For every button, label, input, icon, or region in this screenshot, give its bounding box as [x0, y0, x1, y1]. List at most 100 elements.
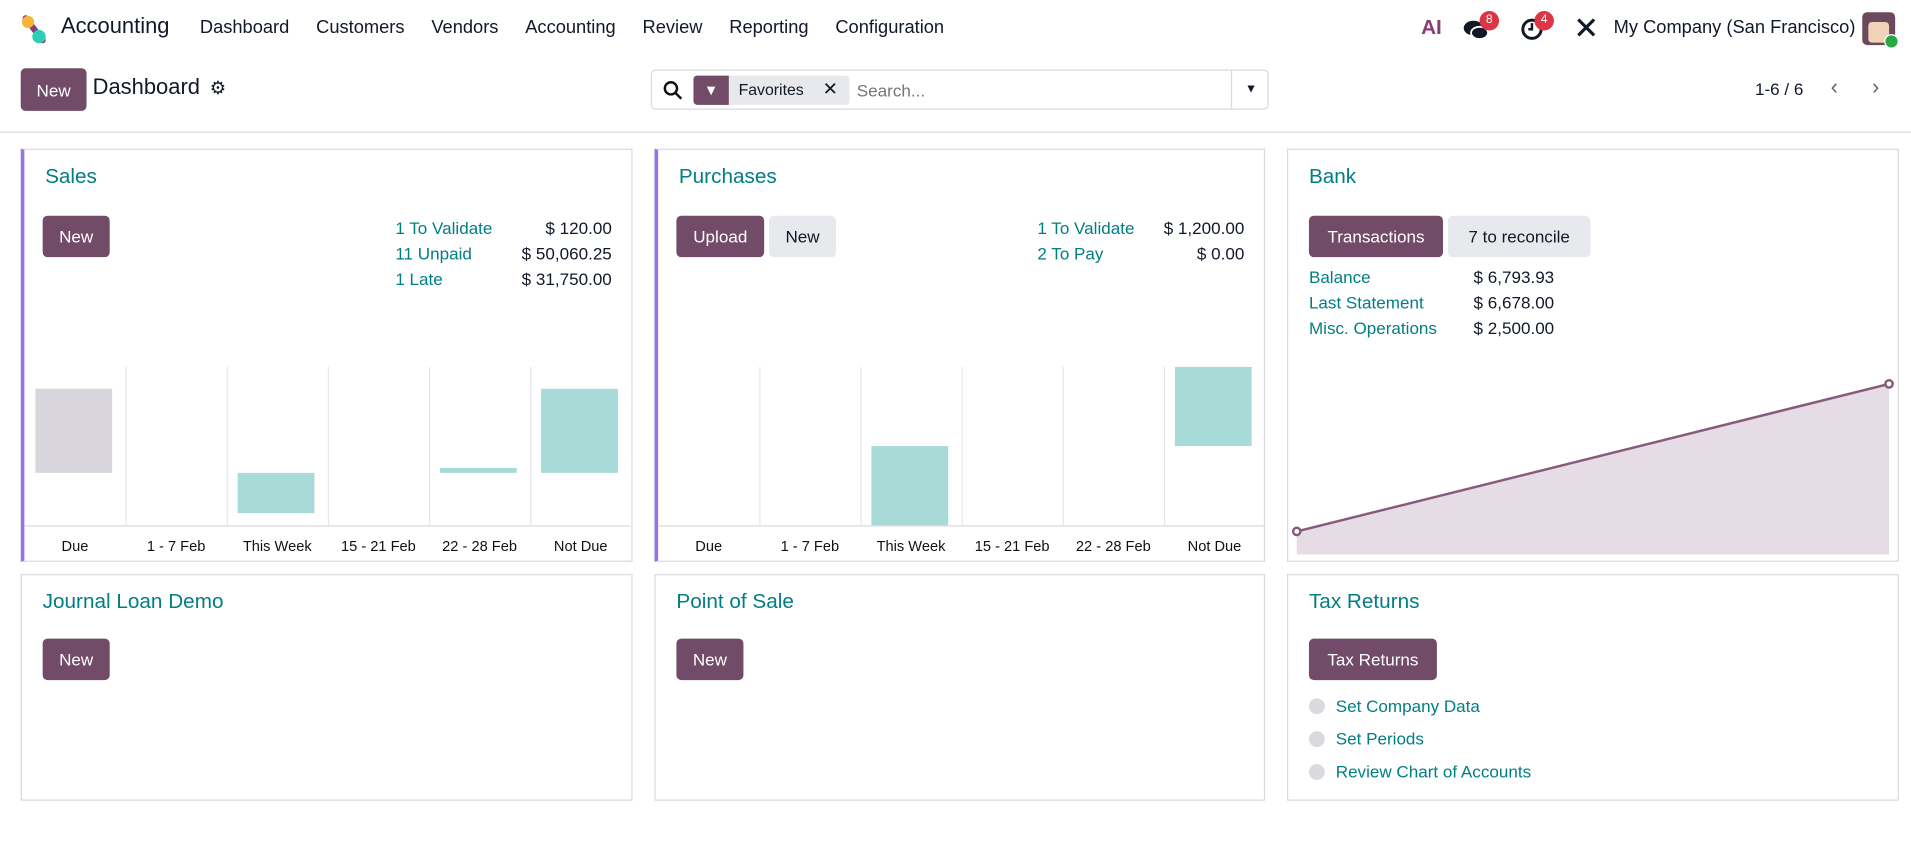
menu-dashboard[interactable]: Dashboard — [199, 17, 290, 38]
search-icon[interactable] — [663, 80, 683, 100]
pos-new-button[interactable]: New — [676, 638, 744, 681]
step-set-company-data[interactable]: Set Company Data — [1308, 695, 1480, 716]
company-switcher[interactable]: My Company (San Francisco) — [1613, 17, 1856, 38]
bar[interactable] — [439, 467, 517, 473]
ai-icon[interactable]: AI — [1421, 16, 1442, 40]
bar[interactable] — [35, 388, 113, 473]
purchases-card: Purchases Upload New 1 To Validate $ 1,2… — [654, 148, 1266, 562]
x-tick-label: This Week — [876, 537, 946, 555]
tax-returns-card: Tax Returns Tax Returns Set Company Data… — [1287, 574, 1899, 801]
stat-balance[interactable]: Balance — [1308, 266, 1371, 287]
step-status-icon — [1308, 698, 1325, 715]
odoo-logo-icon[interactable] — [21, 15, 48, 44]
grid-line — [860, 366, 862, 526]
card-title[interactable]: Point of Sale — [676, 589, 794, 614]
stat-value: $ 2,500.00 — [1473, 318, 1555, 338]
upload-button[interactable]: Upload — [676, 215, 765, 258]
x-tick-label: 1 - 7 Feb — [780, 537, 840, 555]
messages-badge: 8 — [1479, 10, 1500, 31]
purchases-new-button[interactable]: New — [769, 215, 837, 258]
stat-misc-operations[interactable]: Misc. Operations — [1308, 318, 1437, 338]
card-title[interactable]: Sales — [45, 164, 97, 188]
menu-configuration[interactable]: Configuration — [835, 17, 945, 38]
pager-previous-icon[interactable]: ‹ — [1830, 74, 1838, 99]
bar[interactable] — [1174, 366, 1252, 447]
new-button[interactable]: New — [20, 68, 87, 111]
bar[interactable] — [871, 446, 949, 526]
x-tick-label: 15 - 21 Feb — [974, 537, 1050, 555]
pos-card: Point of Sale New — [654, 574, 1266, 801]
menu-review[interactable]: Review — [642, 17, 703, 38]
card-title[interactable]: Bank — [1308, 164, 1357, 188]
page-title: Dashboard — [92, 74, 200, 99]
search-bar: ▼ Favorites ✕ ▼ — [650, 69, 1270, 110]
divider — [0, 131, 1911, 133]
card-title[interactable]: Tax Returns — [1308, 589, 1420, 614]
journal-loan-new-button[interactable]: New — [42, 638, 110, 681]
x-tick-label: 15 - 21 Feb — [341, 537, 416, 555]
x-tick-label: Due — [695, 537, 723, 555]
step-review-chart-of-accounts[interactable]: Review Chart of Accounts — [1308, 761, 1532, 782]
grid-line — [327, 366, 330, 526]
x-tick-label: Due — [61, 537, 89, 555]
stat-unpaid[interactable]: 11 Unpaid — [395, 243, 472, 264]
remove-facet-icon[interactable]: ✕ — [822, 79, 838, 100]
journal-loan-card: Journal Loan Demo New — [20, 574, 633, 801]
activities-badge: 4 — [1534, 10, 1554, 31]
tax-returns-button[interactable]: Tax Returns — [1308, 638, 1437, 681]
sales-card: Sales New 1 To Validate $ 120.00 11 Unpa… — [20, 148, 633, 562]
pager-value[interactable]: 1-6 / 6 — [1755, 79, 1804, 99]
stat-to-validate[interactable]: 1 To Validate — [1037, 218, 1135, 238]
stat-value: $ 120.00 — [545, 218, 612, 238]
stat-value: $ 50,060.25 — [521, 243, 612, 264]
stat-value: $ 0.00 — [1196, 243, 1245, 264]
sales-stats: 1 To Validate $ 120.00 11 Unpaid $ 50,06… — [395, 218, 611, 289]
grid-line — [125, 366, 127, 526]
stat-late[interactable]: 1 Late — [395, 269, 443, 289]
avatar[interactable] — [1862, 12, 1896, 46]
grid-line — [1062, 366, 1064, 526]
bank-line-chart[interactable] — [1288, 369, 1897, 559]
x-tick-label: 22 - 28 Feb — [442, 537, 517, 555]
step-set-periods[interactable]: Set Periods — [1308, 728, 1424, 749]
menu-vendors[interactable]: Vendors — [431, 17, 499, 38]
search-options-toggle[interactable]: ▼ — [1230, 70, 1270, 109]
chat-icon[interactable] — [1463, 18, 1490, 42]
bar[interactable] — [237, 472, 315, 514]
navbar: Accounting Dashboard Customers Vendors A… — [0, 0, 1911, 56]
pager-next-icon[interactable]: › — [1872, 74, 1880, 99]
stat-last-statement[interactable]: Last Statement — [1308, 292, 1424, 313]
bank-stats: Balance $ 6,793.93 Last Statement $ 6,67… — [1309, 267, 1554, 338]
step-label[interactable]: Set Periods — [1335, 728, 1424, 749]
step-label[interactable]: Set Company Data — [1335, 695, 1480, 716]
x-tick-label: 1 - 7 Feb — [146, 537, 206, 555]
data-point[interactable] — [1884, 379, 1894, 389]
purchases-stats: 1 To Validate $ 1,200.00 2 To Pay $ 0.00 — [1037, 218, 1244, 263]
stat-to-pay[interactable]: 2 To Pay — [1037, 243, 1104, 264]
sales-new-button[interactable]: New — [42, 215, 110, 258]
grid-line — [530, 366, 532, 526]
step-status-icon — [1308, 731, 1325, 748]
card-title[interactable]: Journal Loan Demo — [42, 589, 224, 614]
transactions-button[interactable]: Transactions — [1308, 215, 1443, 258]
gear-icon[interactable]: ⚙ — [209, 77, 227, 99]
balance-line — [1296, 382, 1890, 533]
reconcile-button[interactable]: 7 to reconcile — [1447, 215, 1591, 258]
tools-icon[interactable] — [1576, 17, 1597, 38]
card-title[interactable]: Purchases — [678, 164, 777, 188]
stat-value: $ 6,793.93 — [1473, 266, 1555, 287]
menu-customers[interactable]: Customers — [316, 17, 405, 38]
stat-value: $ 1,200.00 — [1163, 218, 1245, 238]
menu-accounting[interactable]: Accounting — [525, 17, 616, 38]
bank-card: Bank Transactions 7 to reconcile Balance… — [1287, 148, 1899, 562]
app-name[interactable]: Accounting — [60, 13, 170, 38]
menu-reporting[interactable]: Reporting — [729, 17, 809, 38]
stat-to-validate[interactable]: 1 To Validate — [395, 218, 493, 238]
area-fill — [1296, 383, 1890, 555]
stat-value: $ 6,678.00 — [1473, 292, 1555, 313]
search-input[interactable] — [854, 76, 1225, 104]
bar[interactable] — [541, 388, 618, 473]
favorites-facet: ▼ Favorites ✕ — [693, 75, 850, 105]
data-point[interactable] — [1291, 526, 1302, 537]
step-label[interactable]: Review Chart of Accounts — [1335, 761, 1532, 782]
